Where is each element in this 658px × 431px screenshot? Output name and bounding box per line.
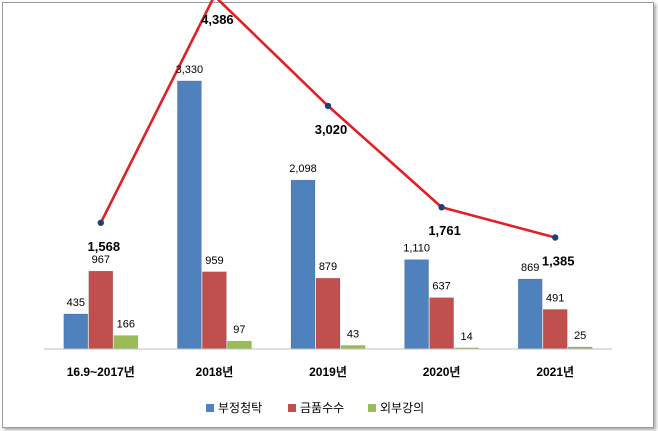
total-line-layer xyxy=(97,0,559,241)
bar-1-5 xyxy=(517,278,543,350)
legend-label-1: 부정청탁 xyxy=(218,401,262,415)
bar-3-2 xyxy=(227,340,252,350)
x-tick-label-4: 2020년 xyxy=(423,365,461,379)
bar-value-label-2-4: 637 xyxy=(432,281,450,293)
chart-frame xyxy=(2,2,654,428)
total-line-marker-5 xyxy=(552,234,559,241)
legend-label-2: 금품수수 xyxy=(300,401,344,415)
x-tick-label-5: 2021년 xyxy=(536,365,574,379)
bars-layer xyxy=(63,80,593,350)
bar-value-label-3-4: 14 xyxy=(460,331,472,343)
total-line-label-5: 1,385 xyxy=(542,254,575,269)
bar-value-label-3-3: 43 xyxy=(347,329,359,341)
legend-label-3: 외부강의 xyxy=(380,401,424,415)
total-line xyxy=(99,0,556,239)
legend-swatch-2 xyxy=(288,404,296,412)
bar-value-label-1-4: 1,110 xyxy=(403,243,430,255)
bar-3-3 xyxy=(340,345,366,350)
x-tick-label-3: 2019년 xyxy=(309,365,347,379)
bar-value-label-3-5: 25 xyxy=(574,330,586,342)
bar-2-3 xyxy=(315,277,341,350)
total-line-marker-1 xyxy=(97,219,105,226)
total-line-marker-3 xyxy=(324,102,332,110)
total-line-marker-4 xyxy=(438,204,445,211)
legend: 부정청탁 금품수수 외부강의 xyxy=(206,401,424,415)
labels-layer: 435 967 166 16.9~2017년 3,330 959 97 2018년 2,098 8… xyxy=(67,12,587,379)
bar-value-label-1-3: 2,098 xyxy=(289,163,317,175)
x-tick-label-2: 2018년 xyxy=(196,365,234,379)
bar-3-1 xyxy=(113,335,139,350)
bar-2-4 xyxy=(429,297,454,350)
legend-swatch-3 xyxy=(368,404,376,412)
total-line-label-4: 1,761 xyxy=(428,223,461,238)
bar-value-label-1-5: 869 xyxy=(521,262,539,274)
bar-1-2 xyxy=(177,80,202,350)
bar-value-label-3-2: 97 xyxy=(233,324,245,336)
total-line-label-3: 3,020 xyxy=(315,122,348,137)
bar-value-label-1-2: 3,330 xyxy=(176,64,204,76)
bar-2-5 xyxy=(542,309,568,350)
bar-value-label-1-1: 435 xyxy=(67,297,85,309)
total-line-label-1: 1,568 xyxy=(88,239,121,254)
total-line-label-2: 4,386 xyxy=(201,12,234,27)
bar-value-label-2-1: 967 xyxy=(92,254,110,266)
bar-value-label-2-3: 879 xyxy=(319,261,337,273)
x-tick-label-1: 16.9~2017년 xyxy=(67,365,135,379)
bar-1-4 xyxy=(404,259,429,350)
bar-value-label-3-1: 166 xyxy=(117,319,135,331)
legend-swatch-1 xyxy=(206,404,214,412)
bar-2-1 xyxy=(88,270,114,350)
bar-1-1 xyxy=(63,313,89,350)
bar-2-2 xyxy=(202,271,227,350)
bar-1-3 xyxy=(290,179,316,350)
bar-value-label-2-2: 959 xyxy=(205,255,223,267)
bar-value-label-2-5: 491 xyxy=(546,292,564,304)
